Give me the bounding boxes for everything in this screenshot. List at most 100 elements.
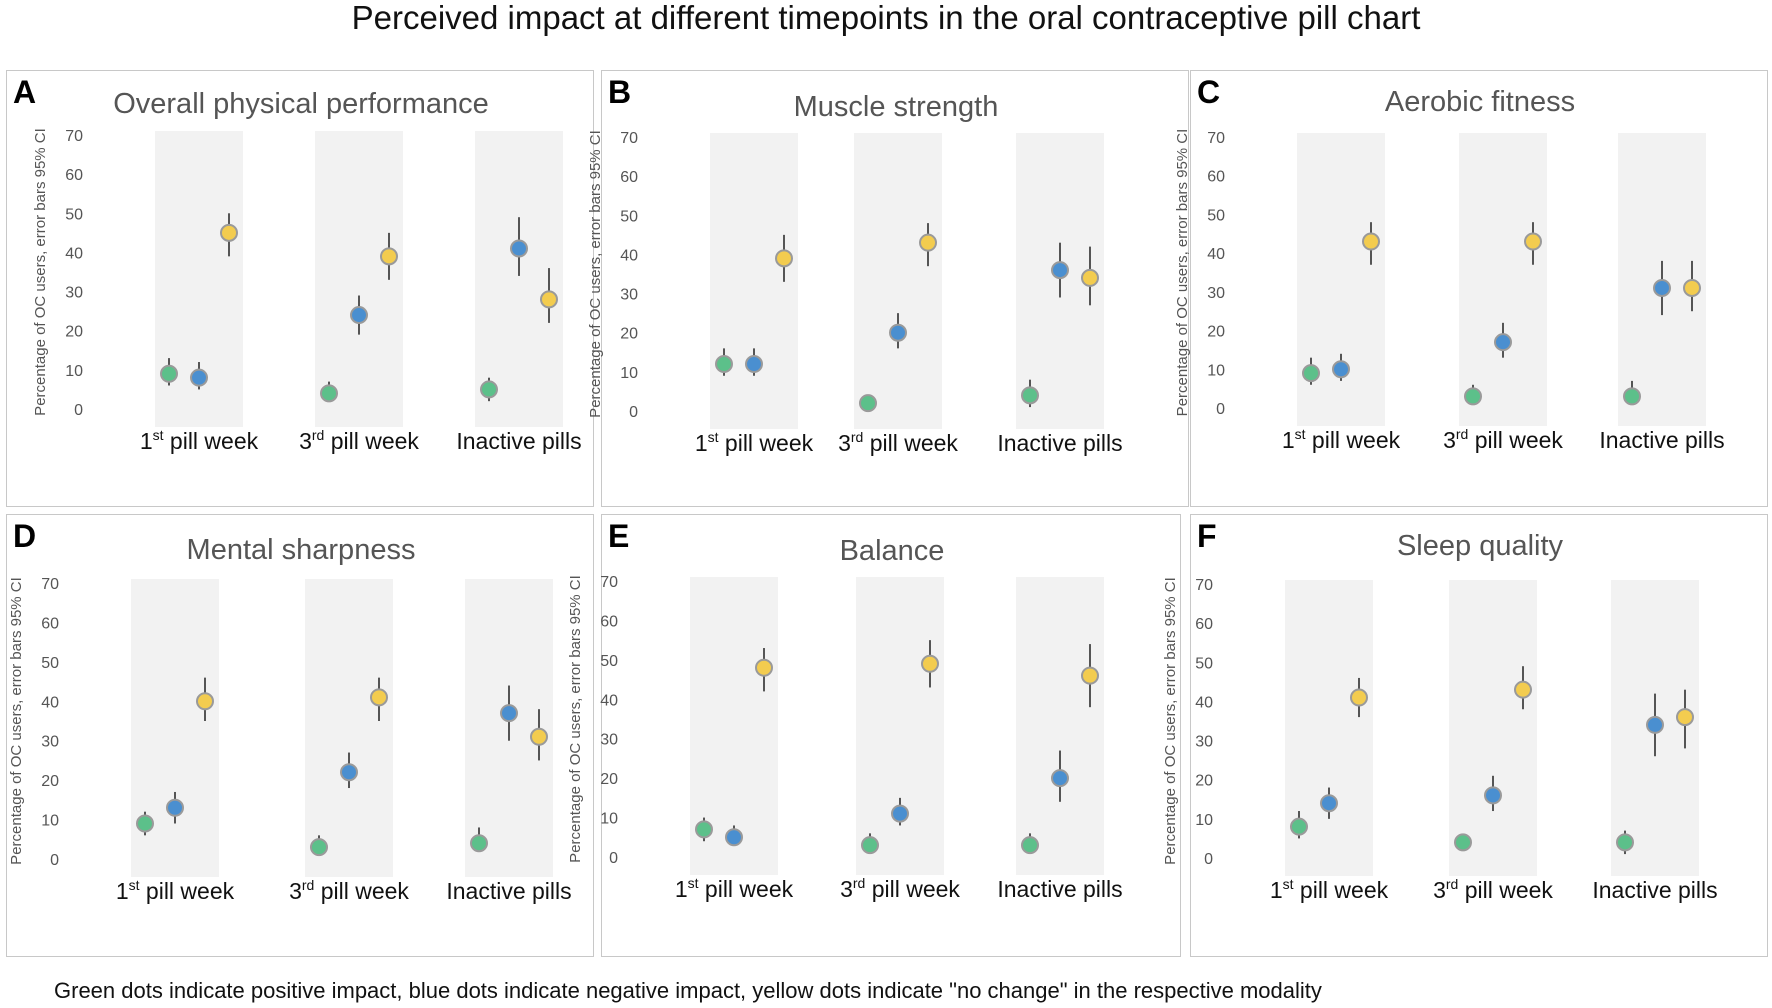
y-tick-label: 10 — [1207, 362, 1225, 379]
data-point-no-change — [1683, 278, 1701, 297]
data-point-positive — [1021, 836, 1039, 855]
y-tick-label: 70 — [1195, 577, 1213, 594]
y-tick-label: 30 — [620, 287, 638, 304]
data-point-positive — [1464, 387, 1482, 406]
panel-e: E Balance 0 10 20 30 40 50 60 70 Percentage of OC … — [567, 514, 1181, 957]
y-tick-label: 20 — [41, 773, 59, 790]
category-label-main: Inactive pills — [456, 428, 581, 454]
data-point-positive — [1021, 386, 1039, 405]
chart-title: Aerobic fitness — [1385, 86, 1575, 118]
y-tick-label: 60 — [1207, 169, 1225, 186]
data-point-negative — [745, 355, 763, 374]
data-point-negative — [1494, 333, 1512, 352]
y-tick-label: 70 — [41, 576, 59, 593]
panel-c: C Aerobic fitness 0 10 20 30 40 50 60 70 Percentag… — [1174, 70, 1768, 507]
chart-svg: A Overall physical performance 0 10 20 30 40 50… — [13, 74, 582, 454]
data-point-positive — [480, 380, 498, 399]
data-point-negative — [166, 798, 184, 817]
y-tick-label: 20 — [65, 324, 83, 341]
category-label-rest: pill week — [719, 430, 814, 456]
data-point-negative — [1320, 794, 1338, 813]
chart-svg: F Sleep quality 0 10 20 30 40 50 60 70 Percentage … — [1162, 518, 1718, 903]
chart-title: Sleep quality — [1397, 530, 1564, 562]
y-tick-label: 50 — [41, 655, 59, 672]
data-point-negative — [889, 323, 907, 342]
y-tick-label: 20 — [1207, 324, 1225, 341]
y-axis-label: Percentage of OC users, error bars 95% C… — [1162, 577, 1179, 865]
category-label-sup: st — [1295, 426, 1306, 442]
category-label: 3rd pill week — [299, 427, 419, 454]
category-label-main: 1 — [1282, 427, 1295, 453]
y-tick-label: 0 — [1216, 401, 1225, 418]
data-point-no-change — [1514, 680, 1532, 699]
category-label-main: Inactive pills — [997, 876, 1122, 902]
y-tick-label: 40 — [65, 245, 83, 262]
y-tick-label: 10 — [41, 813, 59, 830]
category-label: 1st pill week — [1270, 876, 1389, 903]
data-point-negative — [1051, 261, 1069, 280]
data-point-no-change — [1350, 688, 1368, 707]
y-tick-label: 70 — [65, 128, 83, 145]
data-point-positive — [1616, 833, 1634, 852]
y-tick-label: 0 — [1204, 851, 1213, 868]
data-point-positive — [861, 836, 879, 855]
category-label: Inactive pills — [997, 430, 1122, 456]
chart-svg: C Aerobic fitness 0 10 20 30 40 50 60 70 Percentag… — [1174, 74, 1725, 453]
y-tick-label: 0 — [74, 402, 83, 419]
data-point-positive — [470, 834, 488, 853]
y-tick-label: 30 — [41, 734, 59, 751]
category-label-main: 1 — [1270, 877, 1283, 903]
category-label-rest: pill week — [1458, 877, 1553, 903]
panel-letter: C — [1197, 74, 1220, 110]
category-label-main: 3 — [289, 878, 302, 904]
category-label-main: 1 — [116, 878, 129, 904]
data-point-no-change — [1524, 232, 1542, 251]
category-label-sup: rd — [312, 427, 324, 443]
panel-letter: B — [608, 74, 631, 110]
category-label-main: Inactive pills — [1599, 427, 1724, 453]
data-point-negative — [725, 828, 743, 847]
y-tick-label: 60 — [600, 613, 618, 630]
category-label: Inactive pills — [1599, 427, 1724, 453]
category-label-rest: pill week — [865, 876, 960, 902]
category-label-sup: st — [688, 875, 699, 891]
data-point-positive — [715, 355, 733, 374]
category-label: 3rd pill week — [1443, 426, 1563, 453]
panel-letter: D — [13, 518, 36, 554]
y-tick-label: 30 — [1207, 285, 1225, 302]
category-label: 1st pill week — [675, 875, 794, 902]
panel-b: B Muscle strength 0 10 20 30 40 50 60 70 Percentag… — [587, 70, 1189, 507]
data-point-negative — [1051, 769, 1069, 788]
category-label-main: Inactive pills — [1592, 877, 1717, 903]
y-tick-label: 50 — [620, 208, 638, 225]
data-point-negative — [891, 804, 909, 823]
data-point-negative — [1646, 715, 1664, 734]
category-band — [854, 133, 942, 429]
category-band — [1449, 580, 1537, 876]
category-label-rest: pill week — [1306, 427, 1401, 453]
data-point-positive — [859, 394, 877, 413]
data-point-positive — [1302, 364, 1320, 383]
data-point-no-change — [1081, 268, 1099, 287]
category-label-sup: st — [708, 429, 719, 445]
y-tick-label: 40 — [41, 694, 59, 711]
y-tick-label: 30 — [600, 732, 618, 749]
chart-title: Balance — [840, 535, 945, 567]
category-label-rest: pill week — [1468, 427, 1563, 453]
data-point-no-change — [921, 654, 939, 673]
chart-svg: E Balance 0 10 20 30 40 50 60 70 Percentage of OC … — [567, 518, 1123, 902]
data-point-negative — [1653, 278, 1671, 297]
data-point-negative — [340, 763, 358, 782]
panel-letter: F — [1197, 518, 1217, 554]
category-label-rest: pill week — [140, 878, 235, 904]
y-axis-label: Percentage of OC users, error bars 95% C… — [587, 130, 604, 418]
data-point-positive — [695, 820, 713, 839]
data-point-no-change — [196, 692, 214, 711]
category-label-main: 1 — [695, 430, 708, 456]
footnote: Green dots indicate positive impact, blu… — [54, 978, 1322, 1003]
y-tick-label: 40 — [600, 692, 618, 709]
y-tick-label: 10 — [65, 363, 83, 380]
category-label-sup: st — [129, 877, 140, 893]
category-label: 3rd pill week — [289, 877, 409, 904]
y-axis-label: Percentage of OC users, error bars 95% C… — [1174, 129, 1191, 417]
